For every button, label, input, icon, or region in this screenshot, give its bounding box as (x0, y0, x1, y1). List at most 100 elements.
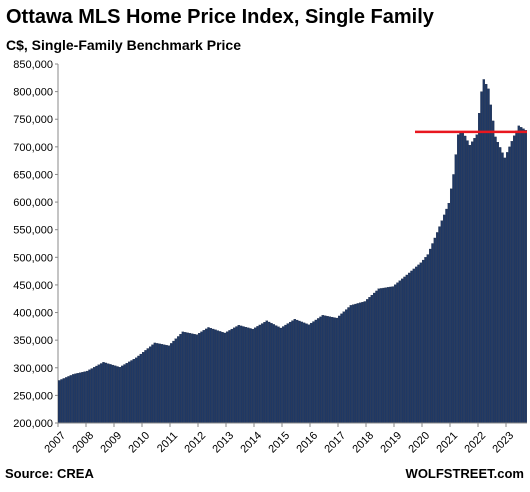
bar (330, 316, 334, 424)
bar (417, 264, 420, 424)
bar (414, 266, 418, 424)
bar (342, 311, 346, 424)
bar (218, 331, 222, 424)
x-tick-label: 2007 (42, 430, 68, 456)
y-tick-label: 350,000 (13, 335, 53, 347)
bar (314, 319, 318, 424)
x-tick-label: 2020 (406, 430, 432, 456)
bar (522, 128, 525, 424)
bar (176, 336, 180, 424)
bar (463, 135, 467, 424)
x-tick-label: 2016 (294, 430, 320, 456)
bar (123, 364, 126, 424)
x-tick-label: 2021 (434, 430, 460, 456)
bar (309, 322, 313, 424)
bar (298, 320, 301, 424)
bar (244, 327, 248, 424)
bar (391, 286, 395, 424)
bar (65, 377, 68, 424)
bar (202, 330, 206, 424)
bar (125, 363, 128, 424)
x-tick-label: 2014 (238, 430, 264, 456)
bar (421, 259, 425, 424)
bar (116, 366, 119, 424)
bar (237, 325, 241, 424)
bar (260, 323, 264, 424)
bar (74, 373, 77, 424)
x-axis: 2007 2008 2009 2010 2011 2012 2013 2014 2015 2016… (42, 422, 527, 456)
bar (228, 330, 231, 424)
bar (200, 331, 203, 424)
bar (146, 348, 150, 424)
bar (503, 157, 507, 424)
bar (489, 104, 493, 424)
bar (167, 345, 171, 424)
bar (515, 130, 518, 424)
bar (372, 292, 376, 424)
bar (281, 326, 285, 424)
x-tick-label: 2010 (126, 430, 152, 456)
bar (137, 355, 140, 424)
brand-label: WOLFSTREET.com (405, 466, 524, 481)
bar (246, 327, 250, 424)
bar (333, 317, 336, 424)
bar (195, 334, 199, 424)
bar (267, 321, 271, 424)
bar (242, 326, 245, 424)
bar (398, 280, 402, 424)
bar (62, 378, 65, 424)
bar (501, 152, 504, 424)
bar (349, 305, 353, 424)
bar (174, 338, 178, 424)
bar (288, 321, 292, 424)
y-tick-label: 700,000 (13, 142, 53, 154)
bar (435, 232, 439, 424)
x-tick-label: 2019 (378, 430, 404, 456)
bar (405, 274, 409, 424)
bar (67, 376, 70, 424)
bar (158, 343, 161, 424)
bar (121, 365, 124, 424)
bar (148, 346, 152, 424)
bar (79, 372, 82, 424)
bar (354, 303, 357, 424)
bar (127, 361, 131, 424)
y-tick-label: 550,000 (13, 225, 53, 237)
bar (130, 360, 133, 424)
y-tick-label: 600,000 (13, 197, 53, 209)
x-tick-label: 2009 (98, 430, 124, 456)
bar (365, 299, 369, 424)
bar (484, 84, 488, 424)
bar (424, 257, 427, 424)
bar (151, 344, 154, 424)
bar (93, 367, 96, 424)
bar (295, 319, 299, 424)
bar (270, 323, 273, 424)
bar (162, 344, 166, 424)
bar (286, 323, 290, 424)
bar (155, 343, 159, 424)
bar (107, 363, 110, 424)
bar (253, 327, 257, 424)
chart-title: Ottawa MLS Home Price Index, Single Fami… (6, 6, 434, 28)
x-tick-label: 2013 (210, 430, 236, 456)
x-tick-label: 2022 (462, 430, 488, 456)
bar (377, 288, 381, 424)
bar (412, 268, 416, 424)
bar (524, 130, 528, 424)
bar (496, 141, 500, 424)
bar (293, 319, 297, 424)
bar (454, 154, 458, 424)
bar (204, 328, 208, 424)
x-tick-label: 2008 (70, 430, 96, 456)
bar (207, 327, 210, 424)
bar (183, 332, 187, 424)
y-tick-label: 650,000 (13, 169, 53, 181)
bar (468, 145, 472, 424)
bar (466, 140, 469, 424)
y-tick-label: 200,000 (13, 418, 53, 430)
bar (239, 325, 243, 424)
bar (433, 237, 437, 424)
bar (335, 317, 339, 424)
bar (272, 324, 276, 424)
